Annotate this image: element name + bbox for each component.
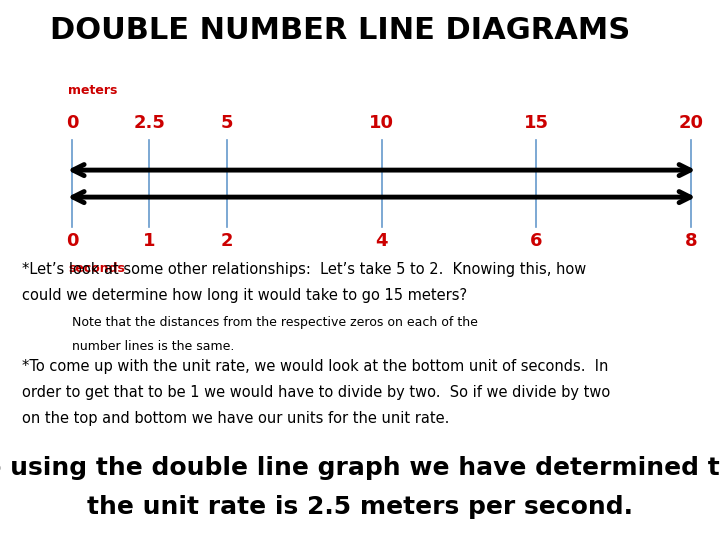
Text: *So using the double line graph we have determined that: *So using the double line graph we have … bbox=[0, 456, 720, 480]
Text: meters: meters bbox=[68, 84, 118, 97]
Text: 6: 6 bbox=[530, 232, 543, 250]
Text: 8: 8 bbox=[685, 232, 698, 250]
Text: *Let’s look at some other relationships:  Let’s take 5 to 2.  Knowing this, how: *Let’s look at some other relationships:… bbox=[22, 262, 586, 277]
Text: 0: 0 bbox=[66, 232, 78, 250]
Text: 10: 10 bbox=[369, 114, 394, 132]
Text: seconds: seconds bbox=[68, 262, 125, 275]
Text: could we determine how long it would take to go 15 meters?: could we determine how long it would tak… bbox=[22, 288, 467, 303]
Text: on the top and bottom we have our units for the unit rate.: on the top and bottom we have our units … bbox=[22, 411, 449, 426]
Text: *To come up with the unit rate, we would look at the bottom unit of seconds.  In: *To come up with the unit rate, we would… bbox=[22, 359, 608, 374]
Text: 15: 15 bbox=[524, 114, 549, 132]
Text: number lines is the same.: number lines is the same. bbox=[72, 340, 235, 353]
Text: 2: 2 bbox=[220, 232, 233, 250]
Text: 2.5: 2.5 bbox=[133, 114, 166, 132]
Text: 4: 4 bbox=[375, 232, 388, 250]
Text: order to get that to be 1 we would have to divide by two.  So if we divide by tw: order to get that to be 1 we would have … bbox=[22, 385, 610, 400]
Text: Note that the distances from the respective zeros on each of the: Note that the distances from the respect… bbox=[72, 316, 478, 329]
Text: DOUBLE NUMBER LINE DIAGRAMS: DOUBLE NUMBER LINE DIAGRAMS bbox=[50, 16, 631, 45]
Text: 1: 1 bbox=[143, 232, 156, 250]
Text: 5: 5 bbox=[220, 114, 233, 132]
Text: the unit rate is 2.5 meters per second.: the unit rate is 2.5 meters per second. bbox=[87, 495, 633, 519]
Text: 0: 0 bbox=[66, 114, 78, 132]
Text: 20: 20 bbox=[679, 114, 703, 132]
